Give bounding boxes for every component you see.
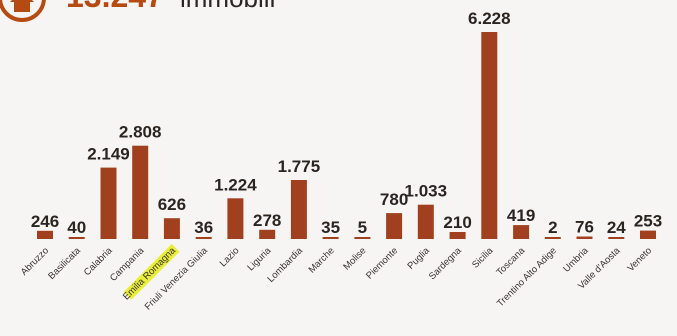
category-labels-group: AbruzzoBasilicataCalabriaCampaniaEmilia … — [19, 243, 654, 313]
category-label-marche: Marche — [307, 245, 337, 275]
bar-lazio — [227, 198, 244, 239]
value-label-campania: 2.808 — [119, 123, 162, 142]
value-label-calabria: 2.149 — [87, 145, 130, 164]
value-label-lazio: 1.224 — [214, 175, 257, 194]
category-label-lazio: Lazio — [218, 245, 242, 269]
category-label-piemonte: Piemonte — [364, 245, 400, 281]
category-label-veneto: Veneto — [625, 245, 654, 274]
bar-molise — [354, 237, 371, 239]
category-label-trentino-alto-adige: Trentino Alto Adige — [495, 245, 559, 309]
category-label-basilicata: Basilicata — [46, 245, 83, 282]
value-label-emilia-romagna: 626 — [158, 195, 186, 214]
value-label-trentino-alto-adige: 2 — [548, 218, 557, 237]
bar-puglia — [417, 204, 434, 239]
category-label-lombardia: Lombardia — [266, 245, 306, 285]
category-label-umbria: Umbria — [561, 245, 591, 275]
category-label-sardegna: Sardegna — [427, 245, 464, 282]
bar-sardegna — [449, 232, 466, 239]
category-label-molise: Molise — [341, 245, 368, 272]
bar-toscana — [513, 225, 530, 239]
bar-umbria — [576, 236, 593, 239]
value-label-sicilia: 6.228 — [468, 9, 511, 28]
house-icon — [0, 0, 46, 22]
total-unit: immobili — [180, 0, 275, 13]
value-label-valle-d-aosta: 24 — [607, 218, 626, 237]
bar-emilia-romagna — [163, 218, 180, 239]
value-label-puglia: 1.033 — [405, 182, 448, 201]
value-label-abruzzo: 246 — [31, 212, 59, 231]
value-label-sardegna: 210 — [443, 213, 471, 232]
bar-valle-d-aosta — [608, 237, 625, 239]
bar-veneto — [640, 230, 656, 239]
bars-group — [37, 32, 656, 239]
bar-trentino-alto-adige — [544, 237, 561, 239]
value-label-molise: 5 — [358, 218, 367, 237]
category-label-puglia: Puglia — [405, 245, 432, 272]
value-label-basilicata: 40 — [67, 218, 86, 237]
value-label-marche: 35 — [321, 218, 340, 237]
value-labels-group: 246 40 2.149 2.808 626 36 1.224 278 1.775 35 5 7801… — [31, 9, 662, 237]
total-count: 13.247 — [66, 0, 164, 14]
chart-header: 13.247 immobili — [0, 0, 275, 22]
bar-marche — [322, 237, 339, 239]
bar-calabria — [100, 167, 117, 239]
bar-campania — [132, 145, 149, 239]
value-label-umbria: 76 — [575, 218, 594, 237]
bar-friuli-venezia-giulia — [195, 237, 212, 239]
category-label-friuli-venezia-giulia: Friuli Venezia Giulia — [143, 245, 211, 313]
value-label-friuli-venezia-giulia: 36 — [194, 218, 213, 237]
value-label-veneto: 253 — [634, 212, 662, 231]
value-label-piemonte: 780 — [380, 190, 408, 209]
value-label-lombardia: 1.775 — [278, 157, 321, 176]
value-label-toscana: 419 — [507, 206, 535, 225]
highlight-marker — [123, 243, 180, 300]
bar-liguria — [259, 229, 276, 239]
value-label-liguria: 278 — [253, 211, 281, 230]
bar-sicilia — [481, 32, 498, 239]
bar-lombardia — [290, 180, 307, 239]
bar-abruzzo — [37, 230, 53, 239]
category-label-liguria: Liguria — [245, 245, 273, 273]
bar-piemonte — [386, 213, 403, 239]
category-label-sicilia: Sicilia — [470, 245, 496, 271]
bar-basilicata — [68, 237, 85, 239]
